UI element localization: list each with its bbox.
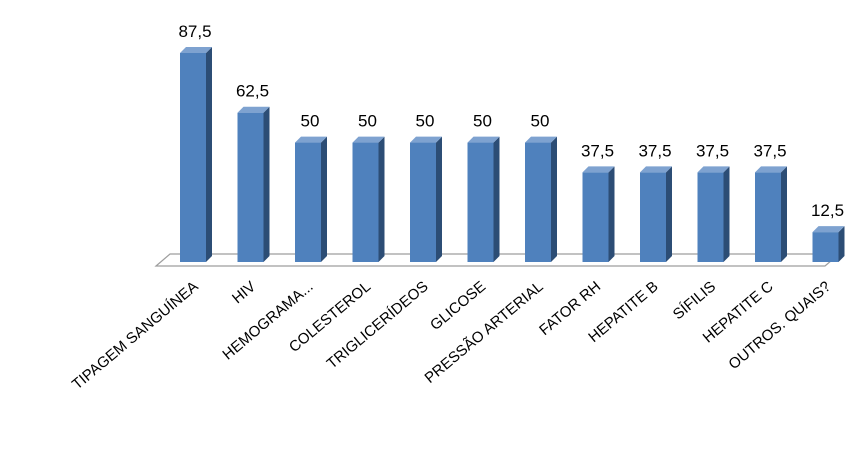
bar-front	[640, 172, 666, 262]
bar-top	[410, 136, 442, 143]
data-label: 50	[358, 112, 377, 131]
bar-top	[697, 166, 730, 173]
bar-front	[295, 142, 321, 262]
data-label: 37,5	[753, 141, 786, 160]
bar-side	[493, 136, 500, 262]
data-label: 37,5	[581, 141, 614, 160]
bar-front	[180, 53, 206, 262]
bar-side	[436, 136, 442, 262]
bar-top	[467, 136, 500, 143]
bar-side	[263, 106, 270, 262]
bar-front	[525, 142, 551, 262]
bar	[237, 106, 270, 262]
bar-front	[697, 172, 724, 262]
data-label: 37,5	[638, 141, 671, 160]
bar	[697, 166, 730, 262]
bar	[525, 136, 557, 262]
bar-front	[755, 172, 781, 262]
bar-top	[582, 166, 615, 173]
bar	[295, 136, 327, 262]
bar-top	[755, 166, 787, 173]
data-label: 87,5	[178, 22, 211, 41]
data-label: 50	[531, 112, 550, 131]
data-label: 50	[416, 112, 435, 131]
bar	[180, 47, 212, 262]
bar-side	[781, 166, 787, 262]
bar	[640, 166, 672, 262]
bar	[467, 136, 500, 262]
data-label: 12,5	[811, 201, 844, 220]
bar-side	[838, 226, 845, 262]
bar	[812, 226, 845, 262]
bar-side	[321, 136, 327, 262]
category-label: TRIGLICERÍDEOS	[324, 278, 432, 372]
bar-front	[467, 142, 494, 262]
bar-top	[237, 106, 270, 113]
bar	[410, 136, 442, 262]
bar-side	[723, 166, 730, 262]
category-label: SÍFILIS	[670, 278, 719, 323]
bar-side	[551, 136, 557, 262]
bar-front	[237, 112, 264, 262]
data-labels: 87,5 62,5 50 50 50 50 50 37,5 37,5 37,5 37,5 12,5	[178, 22, 844, 220]
bar-front	[352, 142, 379, 262]
category-label: OUTROS. QUAIS?	[725, 278, 834, 373]
bar-side	[608, 166, 615, 262]
bar-side	[378, 136, 385, 262]
bar-top	[640, 166, 672, 173]
bar-front	[582, 172, 609, 262]
bar-side	[206, 47, 212, 262]
category-label: TIPAGEM SANGUÍNEA	[69, 278, 202, 393]
bar-top	[295, 136, 327, 143]
bar	[755, 166, 787, 262]
category-label: HIV	[229, 278, 259, 307]
bar-top	[180, 47, 212, 53]
bar	[352, 136, 385, 262]
data-label: 37,5	[696, 141, 729, 160]
bar-top	[812, 226, 845, 233]
data-label: 62,5	[236, 82, 269, 101]
bar-front	[812, 232, 839, 262]
bar-top	[525, 136, 557, 143]
data-label: 50	[301, 112, 320, 131]
bar-front	[410, 142, 436, 262]
bars	[180, 47, 845, 262]
data-label: 50	[473, 112, 492, 131]
category-labels: TIPAGEM SANGUÍNEA HIVHEMOGRAMA...COLESTER…	[69, 278, 834, 393]
bar-side	[666, 166, 672, 262]
bar	[582, 166, 615, 262]
bar-top	[352, 136, 385, 143]
